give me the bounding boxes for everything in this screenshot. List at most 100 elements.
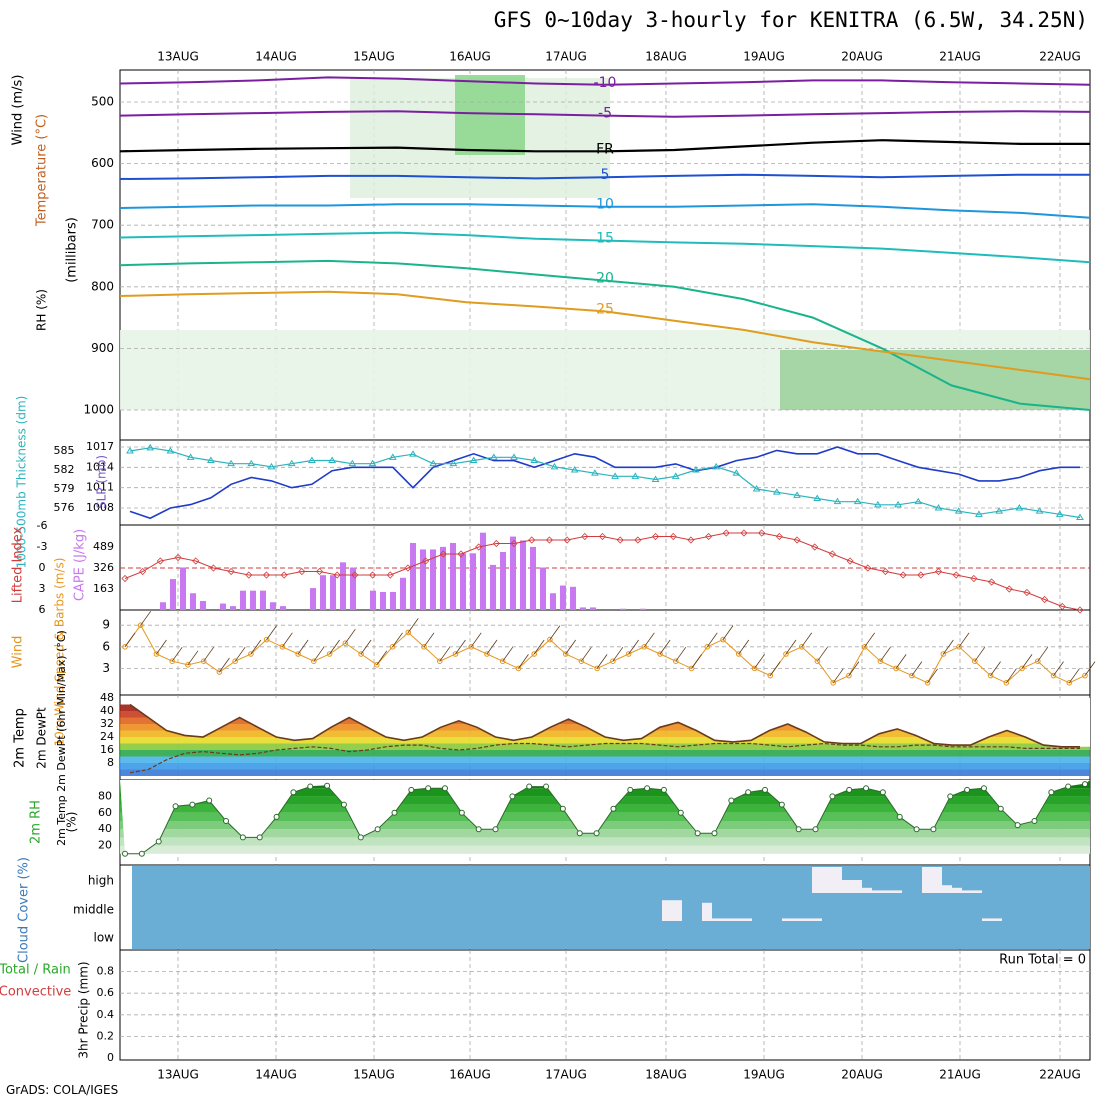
cape-bar-10 — [240, 590, 246, 610]
cloud-bar-high-68 — [812, 867, 822, 893]
cape-bar-35 — [490, 564, 496, 610]
thickness-marker-10 — [328, 456, 337, 463]
rh-marker-10 — [290, 789, 297, 796]
wind-barb-23 — [486, 639, 498, 655]
cloud-bar-middle-61 — [742, 918, 752, 921]
ytick-cape-0: 489 — [93, 540, 114, 553]
ytick-slp-1: 1014 — [86, 460, 114, 473]
wind-marker-58 — [1034, 658, 1041, 665]
rh-marker-9 — [273, 813, 280, 820]
date-label-top-4: 17AUG — [545, 50, 587, 64]
li-marker-24 — [545, 536, 554, 544]
wind-marker-32 — [625, 651, 632, 657]
wind-barb-34 — [659, 639, 671, 655]
ytick-li-0: -6 — [37, 519, 48, 532]
thickness-marker-6 — [247, 459, 256, 467]
rh-marker-27 — [576, 830, 583, 837]
ylabel-cape: CAPE (J/kg) — [73, 529, 88, 601]
wind-marker-31 — [610, 658, 616, 665]
wind-barb-39 — [738, 639, 750, 655]
ylabel-wind: Wind (m/s) — [11, 75, 26, 146]
date-label-bottom-3: 16AUG — [449, 1068, 491, 1082]
cloud-bar-high-72 — [852, 880, 862, 893]
li-marker-6 — [227, 567, 235, 576]
cape-bar-26 — [400, 577, 406, 610]
wind-marker-60 — [1066, 680, 1073, 686]
li-marker-18 — [439, 550, 447, 558]
cape-bar-31 — [450, 543, 456, 610]
thickness-marker-34 — [813, 494, 822, 501]
cloud-bar-high-80 — [932, 867, 942, 893]
wind-barb-56 — [1005, 668, 1017, 684]
li-marker-33 — [705, 532, 713, 541]
li-marker-3 — [174, 553, 182, 562]
date-label-bottom-8: 21AUG — [939, 1068, 981, 1082]
cape-bar-17 — [310, 588, 316, 610]
rh-marker-26 — [559, 805, 566, 812]
isotherm-label-7: 25 — [596, 301, 614, 317]
li-marker-27 — [598, 532, 607, 541]
rh-marker-33 — [677, 809, 684, 816]
li-marker-26 — [581, 532, 589, 541]
rh-marker-20 — [458, 809, 465, 816]
wind-speed-line — [124, 624, 1086, 684]
ytick-cloud-2: low — [94, 931, 115, 945]
cloud-bar-high-70 — [832, 867, 842, 893]
wind-barb-4 — [187, 650, 199, 666]
wind-barb-24 — [502, 646, 514, 662]
rh-band-2 — [120, 829, 1090, 838]
wind-marker-22 — [468, 644, 475, 650]
cape-bar-14 — [280, 606, 286, 610]
wind-barb-0 — [124, 632, 136, 648]
li-marker-49 — [988, 578, 996, 586]
wind-marker-45 — [830, 680, 836, 686]
cape-bar-13 — [270, 602, 276, 610]
ylabel-mb: (millibars) — [65, 217, 80, 283]
thickness-marker-32 — [772, 488, 781, 495]
thickness-marker-13 — [388, 453, 397, 460]
ytick-rh-0: 80 — [98, 789, 112, 802]
cape-bar-25 — [390, 591, 396, 610]
wind-barb-53 — [958, 632, 970, 648]
cape-bar-37 — [510, 536, 516, 610]
wind-marker-10 — [279, 644, 286, 650]
wind-barb-1 — [140, 610, 152, 626]
li-marker-14 — [369, 571, 377, 579]
li-marker-5 — [209, 564, 217, 572]
date-label-top-3: 16AUG — [449, 50, 491, 64]
wind-barb-59 — [1053, 661, 1064, 676]
isotherm-line-1 — [119, 110, 1091, 118]
cape-bar-12 — [260, 590, 266, 610]
rh-marker-48 — [930, 826, 937, 833]
cape-bar-5 — [190, 593, 196, 610]
wind-marker-38 — [720, 636, 726, 643]
li-marker-8 — [262, 571, 271, 579]
thickness-marker-26 — [651, 475, 660, 482]
cape-bar-20 — [340, 562, 346, 610]
isotherm-line-4 — [119, 203, 1091, 219]
thickness-marker-33 — [793, 491, 801, 498]
li-marker-35 — [740, 529, 748, 537]
ytick-precip-2: 0.4 — [97, 1008, 115, 1021]
ytick-slp-0: 1017 — [86, 440, 114, 453]
ytick-cloud-1: middle — [73, 903, 114, 917]
thickness-marker-0 — [126, 447, 134, 454]
rh-marker-56 — [1065, 783, 1072, 790]
cloud-bar-middle-54 — [672, 900, 682, 921]
wind-marker-55 — [987, 672, 994, 679]
thickness-marker-30 — [732, 469, 741, 476]
wind-marker-47 — [861, 644, 868, 650]
li-marker-30 — [651, 532, 660, 541]
ylabel-rh: RH (%) — [35, 289, 49, 331]
wind-marker-44 — [814, 658, 821, 665]
cloud-bar-high-74 — [872, 890, 882, 893]
wind-marker-53 — [956, 644, 962, 650]
rh-marker-23 — [509, 793, 516, 800]
rh-marker-6 — [223, 818, 230, 824]
rh-marker-47 — [913, 826, 920, 833]
rh-marker-18 — [425, 785, 432, 792]
cloud-bar-high-81 — [942, 885, 952, 893]
cape-bar-18 — [320, 575, 326, 610]
wind-marker-39 — [735, 651, 742, 657]
wind-barb-27 — [549, 625, 561, 640]
